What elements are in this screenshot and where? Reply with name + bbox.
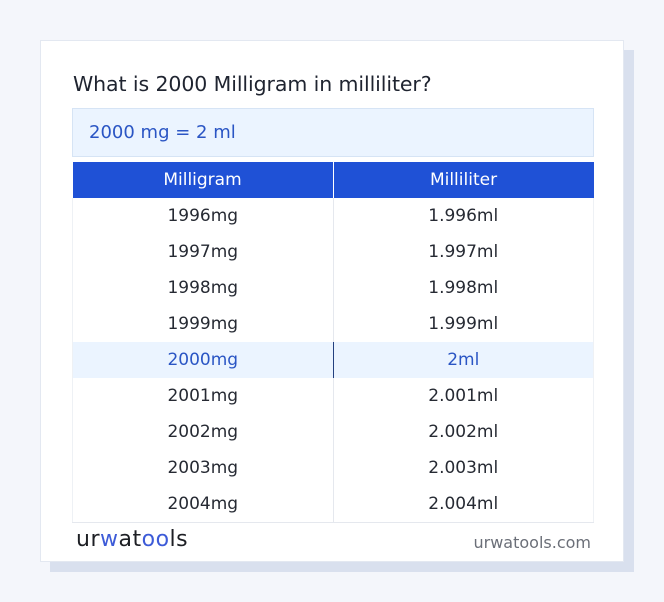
table-row: 1998mg 1.998ml xyxy=(72,270,594,306)
table-row: 1999mg 1.999ml xyxy=(72,306,594,342)
cell-milliliter: 1.996ml xyxy=(333,198,594,234)
conversion-card: What is 2000 Milligram in milliliter? 20… xyxy=(40,40,624,562)
result-text: 2000 mg = 2 ml xyxy=(89,122,236,143)
table-row: 1997mg 1.997ml xyxy=(72,234,594,270)
header-milliliter: Milliliter xyxy=(333,162,594,198)
logo-part-oo: oo xyxy=(141,527,170,552)
cell-milliliter: 1.997ml xyxy=(333,234,594,270)
urwatools-logo: urwatools xyxy=(76,527,188,552)
logo-part-accent: w xyxy=(100,527,119,552)
site-url: urwatools.com xyxy=(473,533,592,552)
logo-part: ur xyxy=(76,527,100,552)
logo-part: ls xyxy=(169,527,189,552)
table-row: 2002mg 2.002ml xyxy=(72,414,594,450)
cell-milligram: 2002mg xyxy=(72,414,334,450)
table-header-row: Milligram Milliliter xyxy=(72,162,594,198)
cell-milligram: 1996mg xyxy=(72,198,334,234)
table-row-highlighted: 2000mg 2ml xyxy=(72,342,594,378)
cell-milligram: 2001mg xyxy=(72,378,334,414)
logo-part: at xyxy=(118,527,142,552)
cell-milliliter: 2ml xyxy=(333,342,594,378)
cell-milligram: 2003mg xyxy=(72,450,334,486)
header-milligram: Milligram xyxy=(72,162,334,198)
cell-milliliter: 1.998ml xyxy=(333,270,594,306)
cell-milligram: 1997mg xyxy=(72,234,334,270)
cell-milliliter: 2.004ml xyxy=(333,486,594,523)
table-row: 2004mg 2.004ml xyxy=(72,486,594,523)
cell-milligram: 2004mg xyxy=(72,486,334,523)
cell-milligram: 1999mg xyxy=(72,306,334,342)
cell-milliliter: 1.999ml xyxy=(333,306,594,342)
conversion-table: Milligram Milliliter 1996mg 1.996ml 1997… xyxy=(72,162,594,523)
table-row: 2003mg 2.003ml xyxy=(72,450,594,486)
cell-milligram: 1998mg xyxy=(72,270,334,306)
table-row: 1996mg 1.996ml xyxy=(72,198,594,234)
table-row: 2001mg 2.001ml xyxy=(72,378,594,414)
result-box: 2000 mg = 2 ml xyxy=(72,108,594,157)
cell-milligram: 2000mg xyxy=(72,342,334,378)
page-title: What is 2000 Milligram in milliliter? xyxy=(73,72,432,96)
cell-milliliter: 2.003ml xyxy=(333,450,594,486)
cell-milliliter: 2.002ml xyxy=(333,414,594,450)
cell-milliliter: 2.001ml xyxy=(333,378,594,414)
